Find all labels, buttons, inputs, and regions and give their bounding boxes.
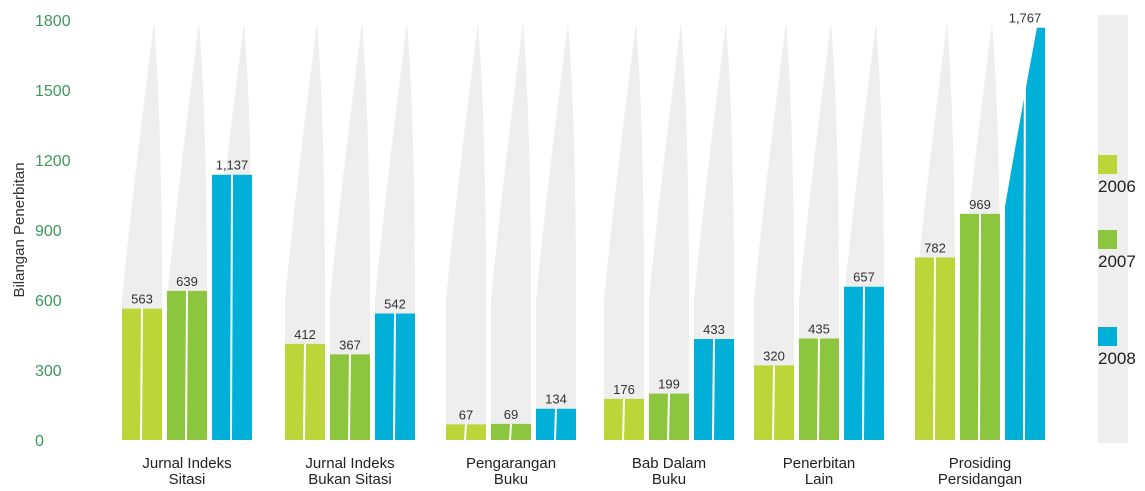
data-label: 639 (176, 274, 198, 289)
legend: 2006 2007 2008 (1098, 15, 1136, 443)
legend-label: 2008 (1098, 349, 1136, 368)
data-label: 435 (808, 322, 830, 337)
data-label: 969 (969, 197, 991, 212)
background-column (285, 22, 325, 440)
bar-split-line (230, 174, 233, 441)
data-label: 542 (384, 297, 406, 312)
data-label: 134 (545, 392, 567, 407)
bar-split-line (817, 338, 820, 441)
data-label: 320 (763, 348, 785, 363)
category-label: Lain (805, 471, 833, 488)
bar-split-line (348, 354, 351, 441)
bar-split-line (978, 213, 981, 441)
background-column (536, 22, 576, 440)
y-tick-label: 300 (35, 363, 62, 380)
data-label: 657 (853, 270, 875, 285)
data-labels: 563 412 67 176 320 782 639 367 69 199 435 969 1,137 5… (131, 11, 1041, 423)
legend-swatch-2006 (1098, 155, 1117, 174)
category-label: Pengarangan (466, 455, 556, 472)
category-label: Sitasi (169, 471, 206, 488)
category-label: Jurnal Indeks (142, 455, 231, 472)
data-label: 433 (703, 322, 725, 337)
category-label: Jurnal Indeks (305, 455, 394, 472)
bar-split-line (185, 290, 188, 441)
bar-split-line (303, 343, 306, 441)
data-label: 1,767 (1009, 11, 1042, 26)
bar-split-line (667, 393, 670, 441)
y-tick-label: 1500 (35, 83, 71, 100)
background-column (491, 22, 531, 440)
data-label: 782 (924, 241, 946, 256)
bar-split-line (464, 424, 467, 441)
bar-split-line (622, 398, 625, 441)
bars (122, 27, 1045, 441)
y-axis-label: Bilangan Penerbitan (11, 162, 28, 297)
background-columns (122, 22, 1045, 440)
bar-split-line (862, 286, 865, 441)
category-label: Bab Dalam (632, 455, 706, 472)
category-label: Buku (652, 471, 686, 488)
data-label: 367 (339, 337, 361, 352)
y-tick-label: 900 (35, 223, 62, 240)
legend-label: 2006 (1098, 177, 1136, 196)
legend-label: 2007 (1098, 252, 1136, 271)
background-column (446, 22, 486, 440)
bar-split-line (1023, 35, 1026, 441)
bar-split-line (772, 365, 775, 441)
data-label: 563 (131, 292, 153, 307)
y-axis-ticks: 0 300 600 900 1200 1500 1800 (35, 13, 71, 450)
y-tick-label: 0 (35, 433, 44, 450)
background-column (754, 22, 794, 440)
bar-split-line (712, 338, 715, 441)
data-label: 199 (658, 377, 680, 392)
category-label: Bukan Sitasi (308, 471, 391, 488)
bar-split-line (509, 423, 512, 441)
data-label: 412 (294, 327, 316, 342)
y-tick-label: 600 (35, 293, 62, 310)
category-label: Buku (494, 471, 528, 488)
bar-split-line (393, 313, 396, 441)
legend-background (1098, 15, 1128, 443)
background-column (649, 22, 689, 440)
category-label: Penerbitan (783, 455, 856, 472)
category-label: Persidangan (938, 471, 1022, 488)
background-column (330, 22, 370, 440)
background-column (799, 22, 839, 440)
bar-split-line (140, 308, 143, 441)
y-tick-label: 1200 (35, 153, 71, 170)
data-label: 176 (613, 382, 635, 397)
bar-split-line (554, 408, 557, 441)
data-label: 1,137 (216, 158, 249, 173)
data-label: 69 (504, 407, 518, 422)
background-column (604, 22, 644, 440)
background-column (694, 22, 734, 440)
category-label: Prosiding (949, 455, 1012, 472)
data-label: 67 (459, 407, 473, 422)
legend-swatch-2008 (1098, 327, 1117, 346)
bar-split-line (933, 257, 936, 441)
y-tick-label: 1800 (35, 13, 71, 30)
legend-swatch-2007 (1098, 230, 1117, 249)
